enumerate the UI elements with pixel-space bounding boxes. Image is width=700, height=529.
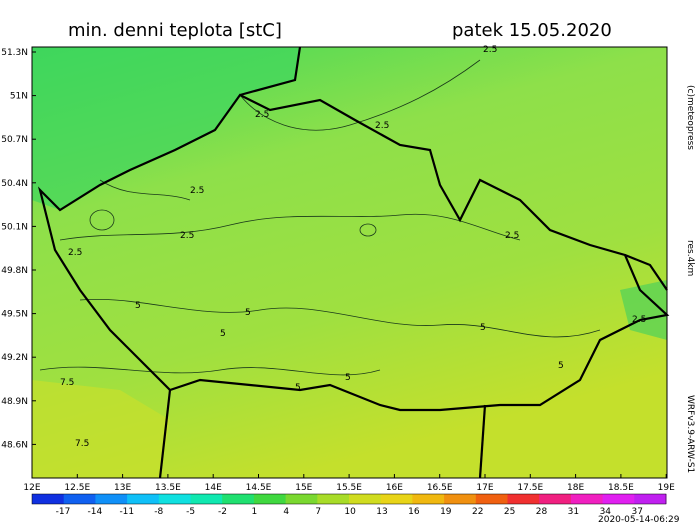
colorbar-segment	[253, 494, 287, 504]
colorbar-segment	[602, 494, 635, 504]
contour-label: 2.5	[255, 110, 269, 120]
lat-label: 50.7N	[1, 135, 28, 145]
lat-label: 49.5N	[1, 310, 28, 320]
colorbar-label: 4	[283, 507, 289, 517]
lon-label: 14.5E	[246, 483, 272, 493]
colorbar-label: 19	[440, 507, 452, 517]
contour-label: 2.5	[190, 186, 204, 196]
colorbar-segment	[63, 494, 96, 504]
lon-label: 13E	[114, 483, 131, 493]
contour-label: 5	[558, 361, 564, 371]
contour-label: 5	[295, 383, 301, 393]
lat-label: 48.9N	[1, 397, 28, 407]
lat-label: 48.6N	[1, 440, 28, 450]
contour-label: 2.5	[180, 231, 194, 241]
colorbar-segment	[222, 494, 255, 504]
contour-label: 5	[480, 323, 486, 333]
colorbar-label: 16	[408, 507, 420, 517]
contour-label: 7.5	[75, 439, 89, 449]
colorbar-label: 37	[631, 507, 642, 517]
date: patek 15.05.2020	[452, 20, 612, 41]
contour-label: 2.5	[68, 248, 82, 258]
lat-label: 49.8N	[1, 266, 28, 276]
warm-region	[32, 380, 170, 478]
lon-label: 15E	[295, 483, 312, 493]
colorbar-label: 10	[344, 507, 356, 517]
model: WRFv3.9-ARW-S1	[685, 395, 695, 473]
lat-label: 50.1N	[1, 222, 28, 232]
colorbar-label: 34	[600, 507, 612, 517]
colorbar-label: 25	[504, 507, 515, 517]
lat-label: 49.2N	[1, 353, 28, 363]
lon-label: 12.5E	[64, 483, 90, 493]
colorbar-label: 28	[536, 507, 548, 517]
timestamp: 2020-05-14-06:29	[598, 515, 680, 525]
colorbar-segment	[507, 494, 540, 504]
resolution: res.4km	[685, 240, 695, 276]
colorbar-label: 13	[376, 507, 387, 517]
colorbar-segment	[158, 494, 191, 504]
lon-label: 12E	[23, 483, 40, 493]
lon-label: 18.5E	[608, 483, 634, 493]
colorbar-segment	[539, 494, 572, 504]
colorbar-label: -8	[154, 507, 163, 517]
contour-label: 2.5	[483, 45, 497, 55]
colorbar-label: 31	[568, 507, 579, 517]
title: min. denni teplota [stC]	[68, 20, 282, 41]
lon-label: 15.5E	[336, 483, 362, 493]
borders	[37, 46, 670, 479]
cold-region	[32, 47, 300, 210]
colorbar-label: -5	[186, 507, 195, 517]
lat-label: 51N	[10, 92, 28, 102]
lon-label: 17E	[476, 483, 493, 493]
contour-label: 7.5	[60, 378, 74, 388]
colorbar-segment	[285, 494, 318, 504]
colorbar-label: 22	[472, 507, 483, 517]
colorbar-segment	[475, 494, 508, 504]
lon-label: 18E	[567, 483, 584, 493]
colorbar-segment	[634, 494, 667, 504]
lat-label: 50.4N	[1, 179, 28, 189]
lon-label: 16.5E	[427, 483, 453, 493]
lon-label: 17.5E	[517, 483, 543, 493]
contour-label: 5	[220, 329, 226, 339]
contour-label: 2.5	[505, 231, 519, 241]
colorbar-label: -2	[218, 507, 227, 517]
contours	[39, 59, 601, 376]
colorbar-segment	[190, 494, 223, 504]
colorbar-segment	[570, 494, 604, 504]
lon-label: 16E	[386, 483, 403, 493]
colorbar-label: 7	[315, 507, 321, 517]
lat-label: 51.3N	[1, 48, 28, 58]
lon-label: 13.5E	[155, 483, 181, 493]
colorbar-segment	[380, 494, 413, 504]
contour-label: 2.5	[375, 121, 389, 131]
colorbar-segment	[95, 494, 128, 504]
colorbar-label: -17	[56, 507, 71, 517]
colorbar-label: -11	[119, 507, 134, 517]
colorbar-segment	[127, 494, 160, 504]
contour-label: 5	[245, 308, 251, 318]
colorbar-frame	[31, 493, 667, 505]
colorbar-segment	[412, 494, 445, 504]
colorbar-segment	[444, 494, 477, 504]
contour-label: 2.5	[632, 315, 646, 325]
contour-label: 5	[345, 373, 351, 383]
copyright: (c)meteopress	[685, 85, 695, 150]
colorbar-segment	[317, 494, 350, 504]
colorbar-label: 1	[252, 507, 258, 517]
colorbar-label: -14	[88, 507, 103, 517]
contour-label: 5	[135, 301, 141, 311]
colorbar-segment	[32, 494, 65, 504]
colorbar-segment	[349, 494, 382, 504]
lon-label: 14E	[205, 483, 222, 493]
lon-label: 19E	[658, 483, 675, 493]
